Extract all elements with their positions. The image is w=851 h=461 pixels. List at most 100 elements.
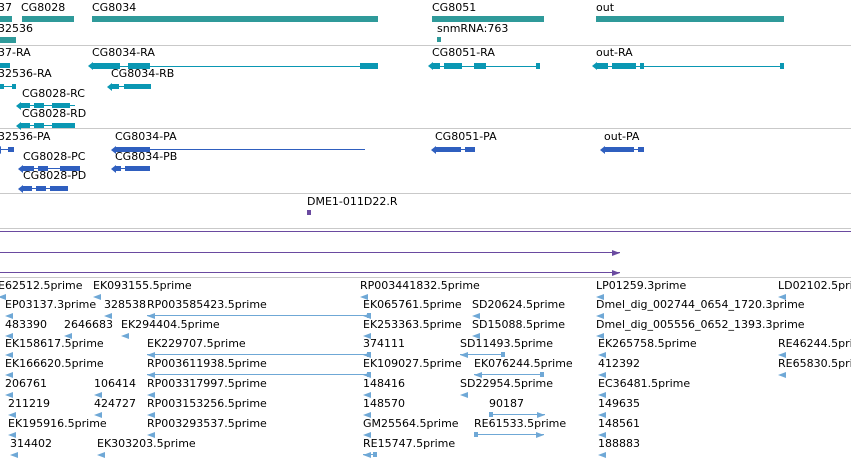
est-label[interactable]: SD20624.5prime [472, 298, 565, 311]
est-glyph[interactable] [8, 412, 18, 418]
est-glyph[interactable] [94, 392, 104, 398]
est-glyph[interactable] [598, 392, 608, 398]
feature-label[interactable]: 32536-PA [0, 130, 51, 143]
feature-label[interactable]: CG8028-RC [22, 87, 85, 100]
est-glyph[interactable] [363, 352, 373, 358]
est-glyph[interactable] [363, 313, 373, 319]
est-glyph[interactable] [474, 372, 544, 378]
est-label[interactable]: RP003293537.5prime [147, 417, 267, 430]
est-label[interactable]: RP003441832.5prime [360, 279, 480, 292]
37-glyph[interactable] [0, 16, 12, 22]
est-label[interactable]: EP03137.3prime [5, 298, 97, 311]
32536-glyph[interactable] [0, 37, 16, 43]
cg8034-glyph[interactable] [92, 16, 378, 22]
feature-label[interactable]: snmRNA:763 [437, 22, 509, 35]
est-label[interactable]: 188883 [598, 437, 640, 450]
est-label[interactable]: EK158617.5prime [5, 337, 104, 350]
cg8034-pb-glyph[interactable] [111, 165, 150, 173]
est-label[interactable]: E62512.5prime [0, 279, 83, 292]
est-glyph[interactable] [596, 294, 606, 300]
est-glyph[interactable] [598, 452, 608, 458]
est-glyph[interactable] [147, 392, 157, 398]
feature-label[interactable]: CG8028 [21, 1, 66, 14]
est-label[interactable]: SD15088.5prime [472, 318, 565, 331]
feature-label[interactable]: CG8034-RB [111, 67, 175, 80]
est-label[interactable]: EK093155.5prime [93, 279, 192, 292]
est-label[interactable]: RP003611938.5prime [147, 357, 267, 370]
est-glyph[interactable] [598, 432, 608, 438]
cg8034-pa-glyph[interactable] [111, 146, 365, 154]
long-feature-glyph[interactable] [0, 270, 620, 276]
cg8051-glyph[interactable] [432, 16, 544, 22]
feature-label[interactable]: out-PA [604, 130, 640, 143]
est-label[interactable]: 211219 [8, 397, 50, 410]
cg8028-pc-glyph[interactable] [18, 165, 80, 173]
est-label[interactable]: LD02102.5prime [778, 279, 851, 292]
est-glyph[interactable] [93, 294, 103, 300]
est-glyph[interactable] [489, 412, 545, 418]
est-label[interactable]: 206761 [5, 377, 47, 390]
est-label[interactable]: 424727 [94, 397, 136, 410]
est-label[interactable]: RE61533.5prime [474, 417, 567, 430]
cg8028-rc-glyph[interactable] [16, 102, 75, 110]
est-glyph[interactable] [363, 452, 377, 458]
est-glyph[interactable] [598, 412, 608, 418]
32536-pa-glyph[interactable] [0, 146, 14, 154]
est-glyph[interactable] [363, 412, 373, 418]
est-glyph[interactable] [147, 412, 157, 418]
est-glyph[interactable] [460, 392, 470, 398]
est-label[interactable]: RE65830.5prime [778, 357, 851, 370]
est-glyph[interactable] [472, 313, 482, 319]
est-label[interactable]: EK065761.5prime [363, 298, 462, 311]
est-glyph[interactable] [598, 372, 608, 378]
est-glyph[interactable] [363, 432, 373, 438]
est-label[interactable]: 483390 [5, 318, 47, 331]
est-glyph[interactable] [94, 412, 104, 418]
est-glyph[interactable] [5, 333, 15, 339]
out-pa-glyph[interactable] [600, 146, 644, 154]
est-glyph[interactable] [778, 372, 788, 378]
feature-label[interactable]: DME1-011D22.R [307, 195, 398, 208]
est-label[interactable]: 149635 [598, 397, 640, 410]
est-label[interactable]: EK265758.5prime [598, 337, 697, 350]
est-label[interactable]: RE46244.5prime [778, 337, 851, 350]
dme1-011d22-r-glyph[interactable] [307, 210, 311, 215]
est-glyph[interactable] [5, 352, 15, 358]
cg8028-pd-glyph[interactable] [18, 185, 68, 193]
est-label[interactable]: EK294404.5prime [121, 318, 220, 331]
est-glyph[interactable] [104, 313, 114, 319]
est-label[interactable]: LP01259.3prime [596, 279, 687, 292]
cg8028-glyph[interactable] [22, 16, 74, 22]
est-glyph[interactable] [778, 352, 788, 358]
cg8051-pa-glyph[interactable] [431, 146, 475, 154]
est-label[interactable]: RP003317997.5prime [147, 377, 267, 390]
est-label[interactable]: 106414 [94, 377, 136, 390]
est-label[interactable]: RP003153256.5prime [147, 397, 267, 410]
feature-label[interactable]: CG8034-PA [115, 130, 177, 143]
est-label[interactable]: 328538 [104, 298, 146, 311]
est-glyph[interactable] [97, 452, 107, 458]
est-label[interactable]: 374111 [363, 337, 405, 350]
est-glyph[interactable] [596, 313, 606, 319]
cg8034-rb-glyph[interactable] [107, 83, 151, 91]
est-glyph[interactable] [8, 432, 18, 438]
feature-label[interactable]: CG8028-PC [23, 150, 86, 163]
est-glyph[interactable] [472, 333, 482, 339]
est-glyph[interactable] [5, 372, 15, 378]
feature-label[interactable]: CG8051-PA [435, 130, 497, 143]
est-glyph[interactable] [5, 313, 15, 319]
est-glyph[interactable] [10, 452, 20, 458]
est-glyph[interactable] [474, 432, 544, 438]
est-glyph[interactable] [360, 294, 370, 300]
est-label[interactable]: EC36481.5prime [598, 377, 691, 390]
est-glyph[interactable] [147, 432, 157, 438]
est-label[interactable]: Dmel_dig_002744_0654_1720.3prime [596, 298, 805, 311]
est-label[interactable]: SD22954.5prime [460, 377, 553, 390]
est-label[interactable]: 412392 [598, 357, 640, 370]
est-glyph[interactable] [598, 352, 608, 358]
est-label[interactable]: SD11493.5prime [460, 337, 553, 350]
est-glyph[interactable] [5, 392, 15, 398]
32536-ra-glyph[interactable] [0, 84, 16, 89]
est-glyph[interactable] [778, 294, 788, 300]
est-label[interactable]: 148416 [363, 377, 405, 390]
